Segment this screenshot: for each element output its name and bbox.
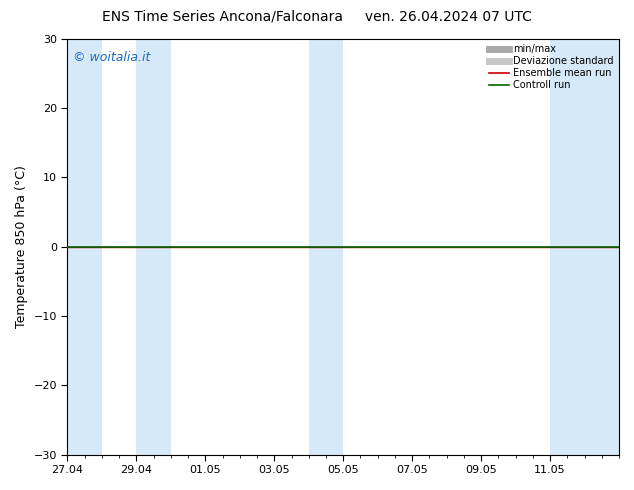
Bar (67, 39, 102, 455)
Bar (309, 39, 343, 455)
Text: © woitalia.it: © woitalia.it (73, 51, 150, 64)
Bar (136, 39, 171, 455)
Bar (550, 39, 619, 455)
Text: ENS Time Series Ancona/Falconara     ven. 26.04.2024 07 UTC: ENS Time Series Ancona/Falconara ven. 26… (102, 10, 532, 24)
Y-axis label: Temperature 850 hPa (°C): Temperature 850 hPa (°C) (15, 165, 28, 328)
Legend: min/max, Deviazione standard, Ensemble mean run, Controll run: min/max, Deviazione standard, Ensemble m… (486, 42, 616, 93)
